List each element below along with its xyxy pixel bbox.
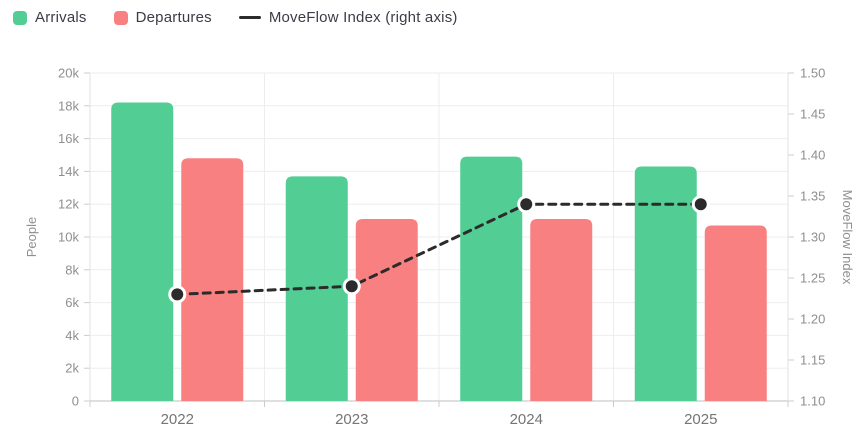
right-axis-tick-label: 1.15 [800,353,825,368]
right-axis-title: MoveFlow Index [840,190,855,285]
right-axis-tick-label: 1.30 [800,230,825,245]
right-axis-tick-label: 1.40 [800,148,825,163]
left-axis-tick-label: 20k [58,66,79,81]
right-axis-tick-label: 1.25 [800,271,825,286]
right-axis-tick-label: 1.35 [800,189,825,204]
bar-departures-2022[interactable] [181,158,244,401]
departures-swatch-icon [113,10,128,25]
left-axis-tick-label: 8k [65,262,79,277]
legend-label-departures: Departures [135,9,212,26]
line-point-2025[interactable] [691,195,710,214]
left-axis-tick-label: 18k [58,98,79,113]
left-axis-tick-label: 2k [65,361,79,376]
right-axis-tick-label: 1.45 [800,107,825,122]
left-axis-tick-label: 12k [58,197,79,212]
left-axis-tick-label: 0 [72,394,79,409]
x-axis-label-2025: 2025 [684,411,717,428]
x-axis-label-2024: 2024 [510,411,543,428]
bar-departures-2025[interactable] [704,225,767,401]
moveflow-line-swatch-icon [238,16,261,19]
legend: Arrivals Departures MoveFlow Index (righ… [13,9,458,26]
legend-label-moveflow: MoveFlow Index (right axis) [268,9,458,26]
moveflow-index-line [175,202,703,296]
legend-item-moveflow[interactable]: MoveFlow Index (right axis) [238,9,458,26]
line-point-2022[interactable] [168,285,187,304]
left-axis-tick-label: 14k [58,164,79,179]
bar-arrivals-2025[interactable] [634,166,697,401]
bar-arrivals-2022[interactable] [111,102,174,402]
line-point-2023[interactable] [342,277,361,296]
legend-label-arrivals: Arrivals [35,9,87,26]
legend-item-departures[interactable]: Departures [113,9,212,26]
bar-departures-2024[interactable] [530,218,593,401]
arrivals-swatch-icon [13,10,27,25]
left-axis-tick-label: 16k [58,131,79,146]
legend-item-arrivals[interactable]: Arrivals [13,9,87,26]
x-axis-label-2023: 2023 [335,411,368,428]
left-axis-tick-label: 10k [58,230,79,245]
left-axis-tick-label: 6k [65,295,79,310]
right-axis-tick-label: 1.10 [800,394,825,409]
line-point-2024[interactable] [517,195,536,214]
bar-arrivals-2024[interactable] [460,156,523,401]
bar-arrivals-2023[interactable] [285,176,348,401]
left-axis-tick-label: 4k [65,328,79,343]
bar-departures-2023[interactable] [355,218,418,401]
right-axis-tick-label: 1.50 [800,66,825,81]
right-axis-tick-label: 1.20 [800,312,825,327]
x-axis-label-2022: 2022 [161,411,194,428]
left-axis-title: People [24,217,39,257]
